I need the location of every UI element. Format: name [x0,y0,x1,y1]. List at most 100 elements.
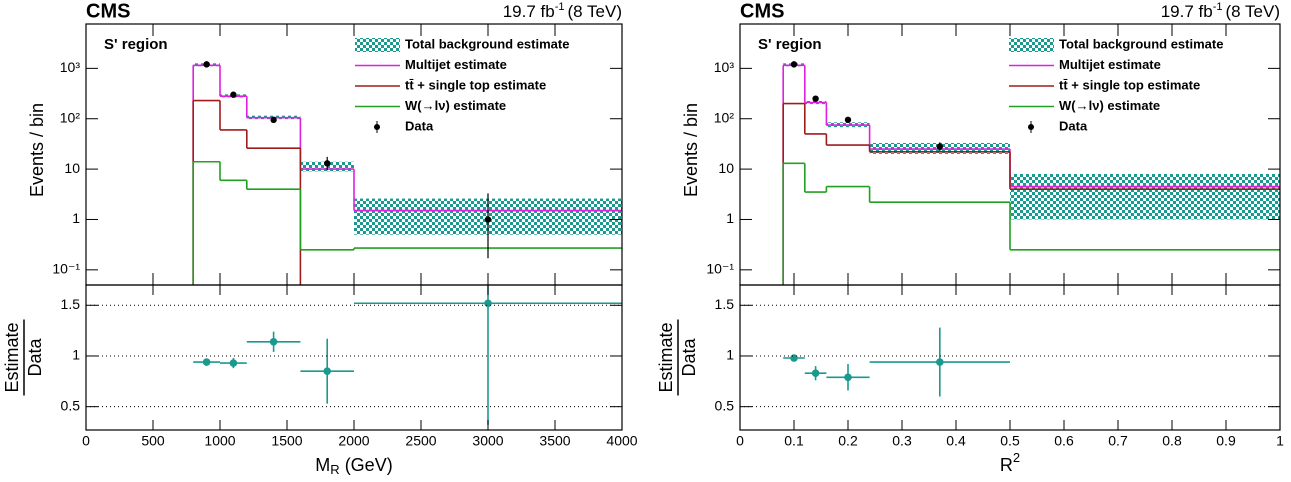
ratio-point [936,358,944,366]
y-axis-label: Events / bin [27,103,47,197]
x-label-unit: (GeV) [345,455,393,475]
region-label: S' region [104,36,168,53]
lumi-unit: (8 TeV) [568,2,623,21]
x-label-text: R [1000,455,1013,475]
y-label-denominator: Data [25,338,45,377]
legend-swatch [355,38,400,52]
data-point [844,116,852,124]
lumi-text: 19.7 fb [503,2,555,21]
x-tick-label: 1500 [271,433,302,449]
x-tick-label: 0 [736,433,744,449]
data-point [270,116,277,124]
legend-label: Total background estimate [405,36,569,51]
plot-area [193,285,622,425]
x-tick-label: 0.5 [1000,433,1020,449]
x-tick-label: 0 [82,433,90,449]
data-point [790,61,798,68]
legend-label: W(→lν) estimate [405,98,506,113]
y-tick-label: 1 [72,210,80,226]
y-tick-label: 10² [60,109,81,125]
x-tick-label: 2000 [338,433,369,449]
lumi-unit: (8 TeV) [1226,2,1281,21]
legend-label: Data [1059,118,1088,133]
x-tick-label: 3500 [539,433,570,449]
ratio-point [484,299,492,308]
y-axis-label: Events / bin [681,103,701,197]
experiment-label: CMS [740,0,784,22]
x-tick-label: 2500 [405,433,436,449]
legend-swatch [374,124,380,130]
x-tick-label: 0.8 [1162,433,1182,449]
data-point [230,91,237,98]
x-tick-label: 1000 [204,433,235,449]
x-axis-label: MR (GeV) [315,455,392,478]
x-axis-label: R2 [1000,450,1020,474]
region-label: S' region [758,36,822,53]
legend-label: Multijet estimate [405,57,507,72]
ratio-point [844,373,852,382]
x-label-text: M [315,455,330,475]
y-tick-label: 10⁻¹ [706,261,734,277]
data-point [812,95,819,102]
legend-swatch [1009,38,1054,52]
x-tick-label: 0.2 [838,433,858,449]
y-tick-label: 10 [64,160,80,176]
y-tick-label: 1 [726,347,734,363]
y-tick-label: 1 [726,210,734,226]
legend-label: Data [405,118,434,133]
lumi-sup: -1 [1213,1,1223,13]
experiment-label: CMS [86,0,130,22]
plot-frame [85,23,623,286]
y-tick-label: 10 [718,160,734,176]
uncertainty-band [1010,173,1280,220]
plot-area [192,61,622,285]
y-label-numerator: Estimate [2,322,22,392]
x-tick-label: 1 [1276,433,1284,449]
plot-frame [85,284,623,431]
x-tick-label: 3000 [472,433,503,449]
legend-label: Total background estimate [1059,36,1223,51]
legend-swatch [1028,124,1034,130]
y-tick-label: 10⁻¹ [52,261,80,277]
y-label-denominator: Data [679,338,699,377]
ratio-point [323,367,332,375]
ratio-point [790,354,798,362]
data-point [203,61,210,68]
x-tick-label: 0.4 [946,433,966,449]
y-tick-label: 1.5 [715,296,735,312]
y-axis-label: Estimate Data [656,319,699,396]
y-tick-label: 10³ [60,59,81,75]
x-tick-label: 0.1 [784,433,804,449]
y-tick-label: 1.5 [61,296,81,312]
lumi-sup: -1 [555,1,565,13]
luminosity-label: 19.7 fb-1 (8 TeV) [503,1,622,22]
x-tick-label: 0.6 [1054,433,1074,449]
plot-frame [739,284,1281,431]
x-tick-label: 0.9 [1216,433,1236,449]
x-tick-label: 4000 [606,433,637,449]
data-point [324,160,331,167]
ratio-point [811,369,820,378]
y-label-numerator: Estimate [656,322,676,392]
x-label-sub: R [330,462,339,477]
legend-label: Multijet estimate [1059,57,1161,72]
luminosity-label: 19.7 fb-1 (8 TeV) [1161,1,1280,22]
y-axis-label: Estimate Data [2,319,45,396]
legend-label: tt̄ + single top estimate [405,77,546,92]
ratio-point [269,337,278,346]
data-point [484,216,492,223]
plot-area [782,61,1280,285]
x-tick-label: 0.3 [892,433,912,449]
plot-area [783,327,1010,397]
x-label-sup: 2 [1013,450,1020,465]
ratio-point [202,358,211,366]
y-tick-label: 10² [714,109,735,125]
data-point [936,143,943,150]
lumi-text: 19.7 fb [1161,2,1213,21]
y-tick-label: 0.5 [715,397,735,413]
legend-label: W(→lν) estimate [1059,98,1160,113]
legend-label: tt̄ + single top estimate [1059,77,1200,92]
y-tick-label: 10³ [714,59,735,75]
